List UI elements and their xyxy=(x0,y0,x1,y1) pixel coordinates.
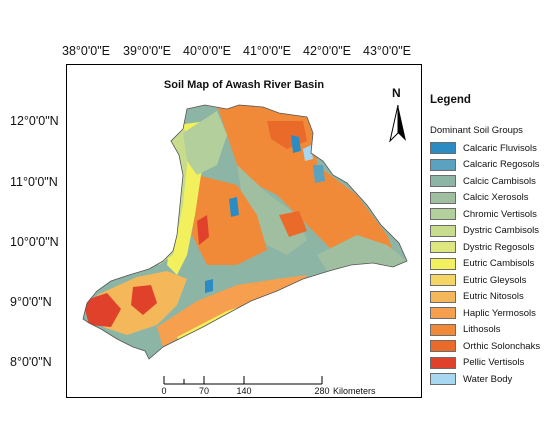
legend-label: Calcic Xerosols xyxy=(463,192,529,203)
legend-label: Orthic Solonchaks xyxy=(463,340,541,352)
legend-swatch xyxy=(430,307,456,319)
map-title: Soil Map of Awash River Basin xyxy=(163,79,325,91)
legend-swatch xyxy=(430,241,456,253)
legend-swatch xyxy=(430,356,456,369)
legend-item: Eutric Cambisols xyxy=(430,257,534,271)
legend-item: Calcic Xerosols xyxy=(430,191,528,205)
legend-title: Legend xyxy=(430,94,471,106)
legend-swatch xyxy=(430,175,456,187)
legend-label: Eutric Nitosols xyxy=(463,291,524,302)
longitude-label: 40°0'0"E xyxy=(183,44,231,58)
legend-label: Calcaric Regosols xyxy=(463,159,540,170)
legend-item: Water Body xyxy=(430,372,512,386)
legend-item: Haplic Yermosols xyxy=(430,306,536,320)
longitude-label: 39°0'0"E xyxy=(123,44,171,58)
legend-label: Haplic Yermosols xyxy=(463,307,536,319)
scale-tick-label: 280 xyxy=(314,386,330,396)
legend-label: Dystric Cambisols xyxy=(463,225,540,236)
longitude-label: 41°0'0"E xyxy=(243,44,291,58)
map-frame: Soil Map of Awash River Basin xyxy=(66,64,422,398)
legend-item: Lithosols xyxy=(430,323,501,337)
legend-swatch xyxy=(430,224,456,237)
latitude-label: 8°0'0"N xyxy=(10,355,52,369)
legend-swatch xyxy=(430,373,456,385)
legend-swatch xyxy=(430,191,456,204)
legend-swatch xyxy=(430,274,456,286)
legend-label: Pellic Vertisols xyxy=(463,357,525,368)
legend-label: Water Body xyxy=(463,373,513,385)
north-arrow-icon xyxy=(389,104,406,143)
legend-subtitle: Dominant Soil Groups xyxy=(430,125,523,136)
legend-swatch xyxy=(430,257,456,270)
longitude-label: 38°0'0"E xyxy=(62,44,110,58)
legend-swatch xyxy=(430,290,456,303)
legend-item: Eutric Nitosols xyxy=(430,290,524,304)
legend-label: Dystric Regosols xyxy=(463,241,535,253)
soil-map xyxy=(82,104,408,360)
legend-item: Dystric Regosols xyxy=(430,240,534,254)
scale-bar xyxy=(163,376,323,385)
legend-swatch xyxy=(430,340,456,352)
north-arrow-label: N xyxy=(392,86,401,100)
legend-item: Dystric Cambisols xyxy=(430,224,539,238)
legend-item: Pellic Vertisols xyxy=(430,356,524,370)
legend-label: Eutric Cambisols xyxy=(463,258,535,269)
legend-swatch xyxy=(430,158,456,171)
legend-item: Calcic Cambisols xyxy=(430,174,536,188)
scale-tick-label: 70 xyxy=(198,386,210,396)
legend-swatch xyxy=(430,142,456,154)
legend-item: Eutric Gleysols xyxy=(430,273,526,287)
latitude-label: 11°0'0"N xyxy=(10,175,58,189)
legend-label: Lithosols xyxy=(463,324,501,335)
latitude-label: 12°0'0"N xyxy=(10,114,59,128)
legend-item: Calcaric Fluvisols xyxy=(430,141,537,155)
legend-item: Orthic Solonchaks xyxy=(430,339,540,353)
longitude-label: 42°0'0"E xyxy=(303,44,351,58)
scale-tick-label: 0 xyxy=(161,386,167,396)
latitude-label: 9°0'0"N xyxy=(10,295,52,309)
latitude-label: 10°0'0"N xyxy=(10,235,59,249)
scale-unit: Kilometers xyxy=(333,386,376,396)
legend-swatch xyxy=(430,323,456,336)
scale-tick-label: 140 xyxy=(236,386,252,396)
legend-swatch xyxy=(430,208,456,220)
legend-label: Calcaric Fluvisols xyxy=(463,142,537,154)
legend-item: Calcaric Regosols xyxy=(430,158,540,172)
legend-label: Calcic Cambisols xyxy=(463,175,536,187)
legend-label: Eutric Gleysols xyxy=(463,274,527,286)
legend-label: Chromic Vertisols xyxy=(463,208,537,220)
longitude-label: 43°0'0"E xyxy=(363,44,411,58)
legend-item: Chromic Vertisols xyxy=(430,207,537,221)
